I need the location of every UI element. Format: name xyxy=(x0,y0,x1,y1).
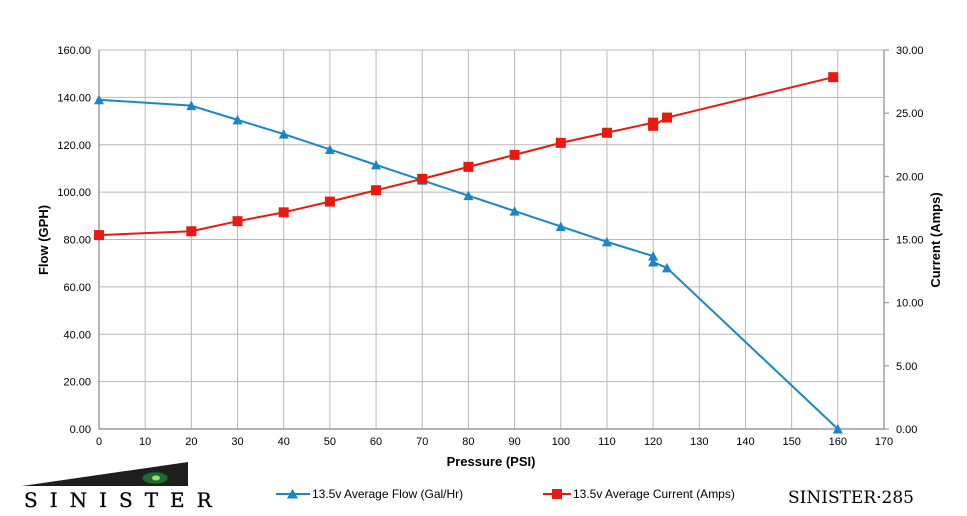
sinister-logo: SINISTER xyxy=(22,462,224,512)
x-tick-label: 10 xyxy=(139,436,151,448)
x-tick-label: 80 xyxy=(462,436,474,448)
model-label: SINISTER·285 xyxy=(788,488,914,508)
y-right-tick-label: 25.00 xyxy=(896,108,924,120)
x-tick-label: 140 xyxy=(736,436,754,448)
legend-item-flow: 13.5v Average Flow (Gal/Hr) xyxy=(276,487,463,501)
y-left-tick-label: 100.00 xyxy=(57,187,91,199)
x-tick-label: 90 xyxy=(508,436,520,448)
y-left-tick-label: 20.00 xyxy=(63,377,91,389)
legend-label-current: 13.5v Average Current (Amps) xyxy=(573,487,735,501)
x-tick-label: 130 xyxy=(690,436,708,448)
y-right-tick-label: 10.00 xyxy=(896,298,924,310)
y-right-axis-title: Current (Amps) xyxy=(928,192,943,287)
current-point-marker xyxy=(186,226,197,237)
x-tick-label: 110 xyxy=(598,436,616,448)
current-point-marker xyxy=(648,120,659,131)
legend-item-current: 13.5v Average Current (Amps) xyxy=(543,487,735,501)
flow-point-marker xyxy=(463,190,474,201)
current-point-marker xyxy=(324,196,335,207)
legend: 13.5v Average Flow (Gal/Hr) 13.5v Averag… xyxy=(276,487,735,501)
current-point-marker xyxy=(601,127,612,138)
current-point-marker xyxy=(555,137,566,148)
x-axis-title: Pressure (PSI) xyxy=(447,454,536,469)
y-left-tick-label: 40.00 xyxy=(63,329,91,341)
logo-emblem-eye-icon xyxy=(152,475,160,481)
current-point-marker xyxy=(509,149,520,160)
flow-point-marker xyxy=(832,424,843,434)
flow-point-marker xyxy=(232,114,243,125)
legend-label-flow: 13.5v Average Flow (Gal/Hr) xyxy=(312,487,463,501)
current-point-marker xyxy=(94,230,104,241)
current-point-marker xyxy=(463,161,474,172)
y-left-axis-title: Flow (GPH) xyxy=(36,205,51,275)
flow-point-marker xyxy=(555,221,566,231)
x-tick-label: 150 xyxy=(782,436,800,448)
x-tick-label: 60 xyxy=(370,436,382,448)
x-tick-label: 120 xyxy=(644,436,662,448)
series-layer xyxy=(94,72,843,434)
x-tick-label: 0 xyxy=(96,436,102,448)
flow-point-marker xyxy=(661,262,672,273)
logo-text: SINISTER xyxy=(24,488,224,512)
x-tick-label: 70 xyxy=(416,436,428,448)
y-left-tick-label: 0.00 xyxy=(70,424,91,436)
y-right-tick-labels: 0.00 5.00 10.00 15.00 20.00 25.00 30.00 xyxy=(896,45,924,436)
y-left-tick-label: 140.00 xyxy=(57,92,91,104)
flow-point-marker xyxy=(648,251,659,261)
current-point-marker xyxy=(278,207,289,218)
y-left-tick-labels: 0.00 20.00 40.00 60.00 80.00 100.00 120.00 140.… xyxy=(57,45,91,436)
flow-point-marker xyxy=(324,144,335,154)
y-right-tick-label: 15.00 xyxy=(896,235,924,247)
flow-point-marker xyxy=(186,100,197,111)
x-tick-label: 30 xyxy=(231,436,243,448)
y-right-tick-label: 30.00 xyxy=(896,45,924,57)
y-left-tick-label: 120.00 xyxy=(57,140,91,152)
x-tick-label: 20 xyxy=(185,436,197,448)
current-point-marker xyxy=(232,216,243,227)
flow-point-marker xyxy=(94,94,104,105)
current-point-marker xyxy=(417,173,428,184)
flow-point-marker xyxy=(509,206,520,216)
x-tick-label: 160 xyxy=(829,436,847,448)
flow-point-marker xyxy=(601,236,612,247)
y-right-tick-label: 0.00 xyxy=(896,424,917,436)
x-tick-labels: 0 10 20 30 40 50 60 70 80 90 100 110 120 130 140 150 160… xyxy=(96,436,893,448)
flow-point-marker xyxy=(648,257,659,267)
legend-square-marker xyxy=(552,489,562,499)
y-left-tick-label: 60.00 xyxy=(63,282,91,294)
current-point-marker xyxy=(661,112,672,123)
legend-triangle-marker xyxy=(287,489,298,499)
y-left-tick-label: 80.00 xyxy=(63,235,91,247)
y-right-tick-label: 20.00 xyxy=(896,171,924,183)
current-point-marker xyxy=(828,72,839,83)
grid-lines xyxy=(98,49,885,430)
current-point-marker xyxy=(371,185,382,196)
x-tick-label: 50 xyxy=(324,436,336,448)
x-tick-label: 40 xyxy=(278,436,290,448)
x-tick-label: 170 xyxy=(875,436,893,448)
y-right-tick-label: 5.00 xyxy=(896,361,917,373)
y-left-tick-label: 160.00 xyxy=(57,45,91,57)
flow-point-marker xyxy=(278,129,289,139)
series-line-current xyxy=(98,76,834,237)
flow-point-marker xyxy=(371,159,382,170)
x-tick-label: 100 xyxy=(552,436,570,448)
